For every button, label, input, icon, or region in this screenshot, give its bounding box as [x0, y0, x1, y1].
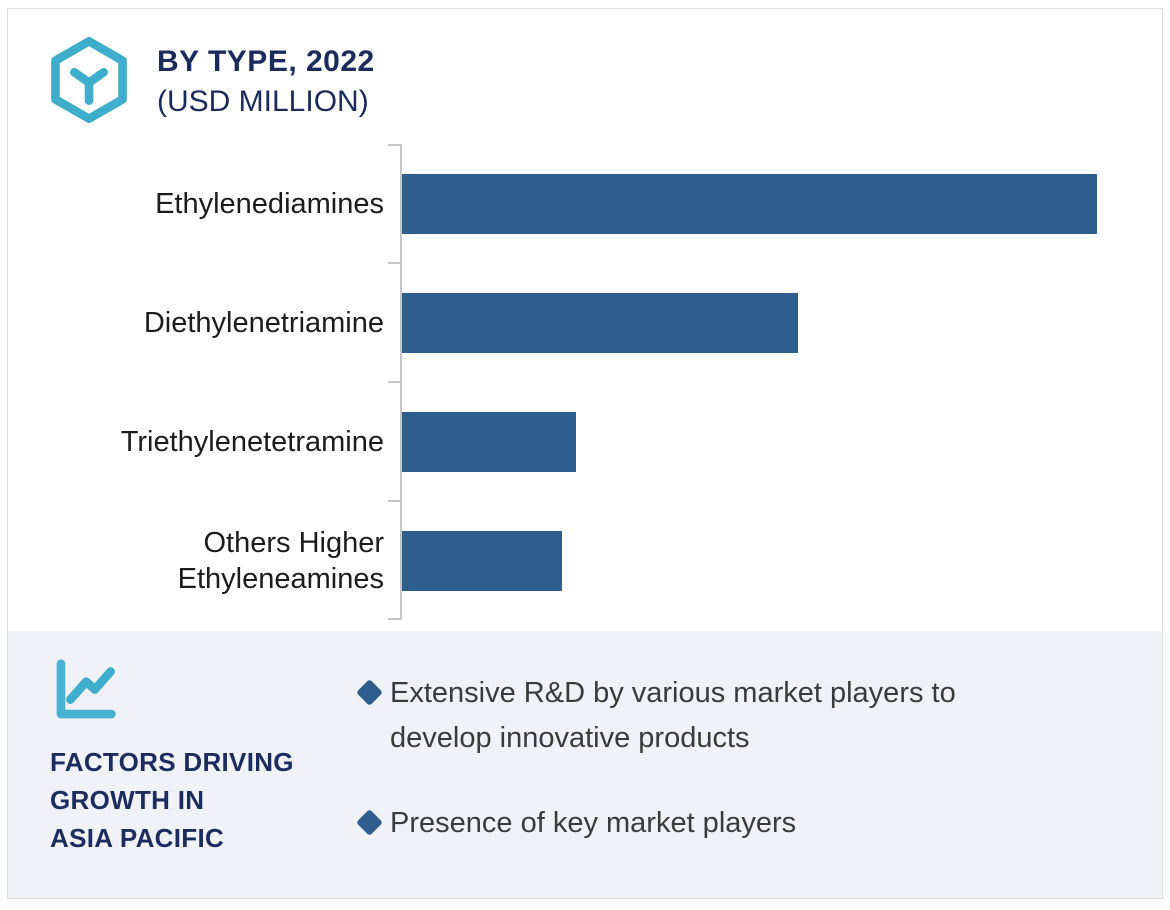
line-chart-icon — [56, 659, 116, 719]
axis-tick — [388, 500, 402, 502]
y-axis — [388, 144, 402, 620]
bar-track — [400, 411, 1162, 472]
bar-track — [400, 173, 1162, 234]
factors-bullet-list: Extensive R&D by various market players … — [356, 671, 1000, 846]
chart-row: Triethylenetetramine — [8, 382, 1162, 501]
chart-title: BY TYPE, 2022 — [157, 45, 375, 78]
bar-track — [400, 292, 1162, 353]
factors-heading: FACTORS DRIVING GROWTH IN ASIA PACIFIC — [50, 743, 294, 857]
chart-row: Diethylenetriamine — [8, 263, 1162, 382]
infographic-card: BY TYPE, 2022 (USD MILLION) Ethylenediam… — [7, 8, 1163, 899]
category-label-diethylenetriamine: Diethylenetriamine — [143, 306, 384, 339]
bar-ethylenediamines — [402, 173, 1097, 234]
category-label-others-higher-ethyleneamines: Others Higher Ethyleneamines — [177, 526, 384, 595]
bar-chart: Ethylenediamines Diethylenetriamine Trie… — [8, 144, 1162, 620]
factors-panel: FACTORS DRIVING GROWTH IN ASIA PACIFIC E… — [8, 631, 1162, 898]
factor-text: Extensive R&D by various market players … — [390, 677, 956, 754]
cube-hexagon-icon — [51, 37, 127, 123]
bar-others-higher-ethyleneamines — [402, 530, 562, 591]
axis-tick — [388, 618, 402, 620]
factor-item: Presence of key market players — [356, 801, 1000, 846]
chart-row: Ethylenediamines — [8, 144, 1162, 263]
category-label-ethylenediamines: Ethylenediamines — [155, 187, 384, 220]
factors-heading-line: ASIA PACIFIC — [50, 823, 225, 853]
bar-triethylenetetramine — [402, 411, 576, 472]
axis-tick — [388, 381, 402, 383]
diamond-bullet-icon — [356, 679, 383, 706]
factor-item: Extensive R&D by various market players … — [356, 671, 1000, 761]
bar-diethylenetriamine — [402, 292, 799, 353]
axis-tick — [388, 262, 402, 264]
bar-track — [400, 530, 1162, 591]
chart-row: Others Higher Ethyleneamines — [8, 501, 1162, 620]
diamond-bullet-icon — [356, 809, 383, 836]
factors-heading-line: GROWTH IN — [50, 785, 205, 815]
factors-heading-line: FACTORS DRIVING — [50, 747, 294, 777]
category-label-triethylenetetramine: Triethylenetetramine — [120, 425, 384, 458]
axis-tick — [388, 144, 402, 146]
factor-text: Presence of key market players — [390, 807, 797, 839]
chart-subtitle: (USD MILLION) — [157, 85, 369, 118]
chart-header: BY TYPE, 2022 (USD MILLION) — [157, 42, 375, 122]
